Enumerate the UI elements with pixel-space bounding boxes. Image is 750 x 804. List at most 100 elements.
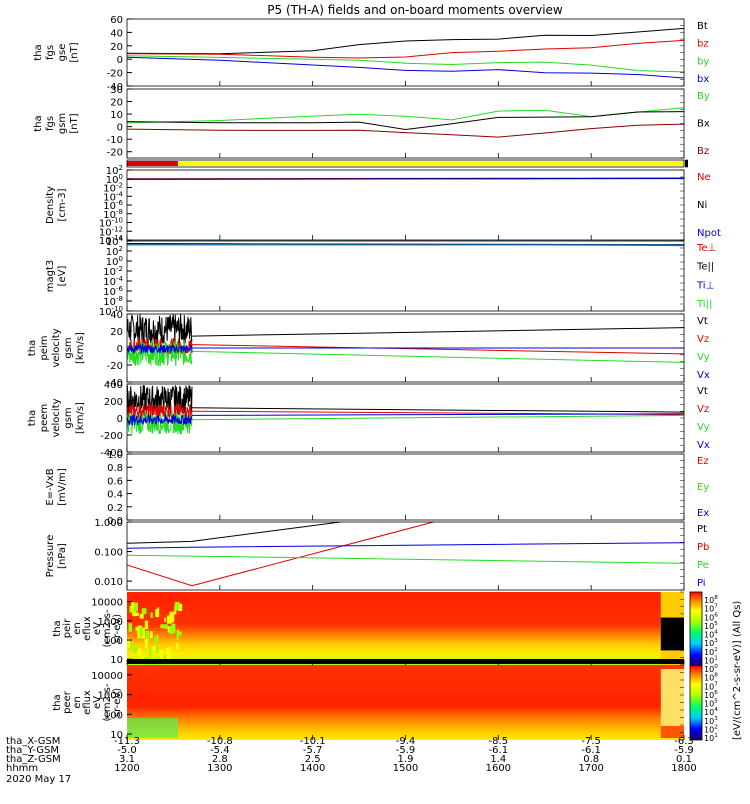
y-tick-label: -400 bbox=[100, 448, 123, 459]
colorbar-tick: 102 bbox=[704, 724, 718, 734]
y-tick-label: 0.010 bbox=[94, 577, 123, 588]
series-Vx-noise bbox=[127, 413, 193, 427]
y-axis-label: [nPa] bbox=[57, 543, 68, 569]
panel-frame bbox=[126, 169, 685, 241]
y-axis-label: tha bbox=[33, 44, 44, 60]
spectrogram-noise bbox=[149, 647, 152, 658]
legend-Vz: Vz bbox=[697, 404, 709, 415]
y-tick-label: 0.8 bbox=[107, 463, 123, 474]
y-axis-label: peir bbox=[62, 618, 73, 638]
panel-frame bbox=[126, 88, 685, 159]
panel-8: 1.0 0.8 0.6 0.4 0.2 0.0 E=-VxB [mV/m] Ez Ey Ex bbox=[45, 450, 709, 527]
panel-11: 10000 1000 100 10 tha peer en eflux eV (cm2-s-sr-… bbox=[52, 664, 685, 741]
footer-row-label: tha_Z-GSM bbox=[6, 754, 61, 765]
footer-value: 2.5 bbox=[305, 754, 321, 765]
y-tick-label: 0.6 bbox=[107, 476, 123, 487]
spectrogram-noise bbox=[169, 625, 174, 634]
colorbar-tick: 108 bbox=[704, 595, 718, 605]
colorbar-tick: 106 bbox=[704, 612, 718, 622]
y-axis-label: peim bbox=[39, 335, 50, 360]
legend-Ez: Ez bbox=[697, 456, 709, 467]
spectrogram-noise bbox=[145, 630, 150, 642]
spectrogram-noise bbox=[129, 642, 133, 651]
series-Vt bbox=[191, 327, 684, 337]
y-tick-label: 100 bbox=[106, 255, 123, 268]
y-axis-label: eV bbox=[92, 622, 103, 635]
panel-6: 40 20 0 -20 -40 tha peim velocity gsm [km/s] Vt Vz V… bbox=[27, 310, 710, 389]
spectrogram-noise bbox=[141, 608, 147, 615]
spectrogram-gap bbox=[660, 726, 684, 738]
legend-Ni: Ni bbox=[697, 200, 707, 211]
mode-bar-segment bbox=[178, 161, 684, 166]
y-tick-label: -40 bbox=[107, 82, 123, 93]
y-tick-label: 40 bbox=[110, 28, 123, 39]
footer-value: -5.0 bbox=[117, 745, 137, 756]
colorbar-tick: 102 bbox=[704, 647, 718, 657]
footer-value: 1300 bbox=[207, 763, 232, 774]
y-tick-label: 10-2 bbox=[103, 182, 123, 195]
spectrogram-noise bbox=[171, 623, 176, 633]
y-axis-label: velocity bbox=[51, 398, 62, 437]
legend-Npot: Npot bbox=[697, 228, 721, 239]
y-tick-label: 10-6 bbox=[103, 199, 123, 212]
spectrogram bbox=[127, 665, 684, 740]
figure-title: P5 (TH-A) fields and on-board moments ov… bbox=[267, 3, 563, 17]
spectrogram-gap bbox=[660, 669, 684, 736]
legend-bz: bz bbox=[697, 39, 709, 50]
y-tick-label: 10-8 bbox=[103, 295, 123, 308]
y-axis-label: en bbox=[72, 696, 83, 709]
colorbar-tick: 104 bbox=[704, 630, 718, 640]
series-group bbox=[127, 243, 684, 247]
y-axis-label: Pressure bbox=[45, 535, 56, 578]
series-Ti⊥ bbox=[127, 243, 684, 245]
spectrogram-noise bbox=[133, 646, 137, 653]
y-axis-label: gsm bbox=[57, 113, 68, 134]
legend-By: By bbox=[697, 91, 710, 102]
footer-value: -6.1 bbox=[581, 745, 601, 756]
y-tick-label: 100 bbox=[104, 710, 123, 721]
series-Bz bbox=[127, 123, 684, 138]
legend-Pi: Pi bbox=[697, 578, 706, 589]
spectrogram-noise bbox=[159, 649, 164, 654]
series-by bbox=[127, 55, 684, 73]
y-axis-label: peer bbox=[62, 690, 73, 714]
y-tick-label: 20 bbox=[110, 327, 123, 338]
spectrogram-gap bbox=[660, 617, 684, 651]
footer-value: -8.5 bbox=[489, 736, 509, 747]
y-tick-label: 102 bbox=[106, 164, 123, 177]
mode-bar-frame bbox=[126, 159, 685, 168]
series-group bbox=[127, 385, 684, 436]
y-axis-label: eflux bbox=[82, 616, 93, 641]
legend-Vx: Vx bbox=[697, 370, 710, 381]
series-bz bbox=[127, 39, 684, 59]
y-tick-label: 10-12 bbox=[99, 225, 123, 238]
footer-value: -5.9 bbox=[674, 745, 694, 756]
legend-Vy: Vy bbox=[697, 422, 710, 433]
y-tick-label: 20 bbox=[110, 42, 123, 53]
spectrogram-noise bbox=[135, 627, 139, 631]
spectrogram-noise bbox=[144, 639, 148, 649]
footer-value: 1500 bbox=[393, 763, 418, 774]
legend-Ti||: Ti|| bbox=[696, 299, 712, 310]
y-tick-label: 400 bbox=[104, 380, 123, 391]
legend-Vx: Vx bbox=[697, 440, 710, 451]
spectrogram-noise bbox=[160, 624, 166, 629]
y-axis-label: [km/s] bbox=[75, 332, 86, 364]
colorbar-top bbox=[690, 592, 702, 666]
y-tick-label: 200 bbox=[104, 397, 123, 408]
spectrogram-noise bbox=[164, 617, 167, 622]
spectrogram-noise bbox=[152, 646, 156, 652]
legend-Vt: Vt bbox=[697, 386, 708, 397]
series-group bbox=[127, 522, 684, 587]
spectrogram-noise bbox=[167, 626, 171, 633]
spectrogram-noise bbox=[131, 602, 135, 611]
panel-frame bbox=[126, 18, 685, 87]
y-axis-label: eV bbox=[92, 696, 103, 709]
footer-value: 0.8 bbox=[583, 754, 599, 765]
y-tick-label: 30 bbox=[110, 85, 123, 96]
footer-value: 0.1 bbox=[676, 754, 692, 765]
y-tick-label: 10-14 bbox=[99, 234, 124, 247]
y-axis-label: peem bbox=[39, 404, 50, 432]
spectrogram-noise bbox=[169, 611, 175, 623]
